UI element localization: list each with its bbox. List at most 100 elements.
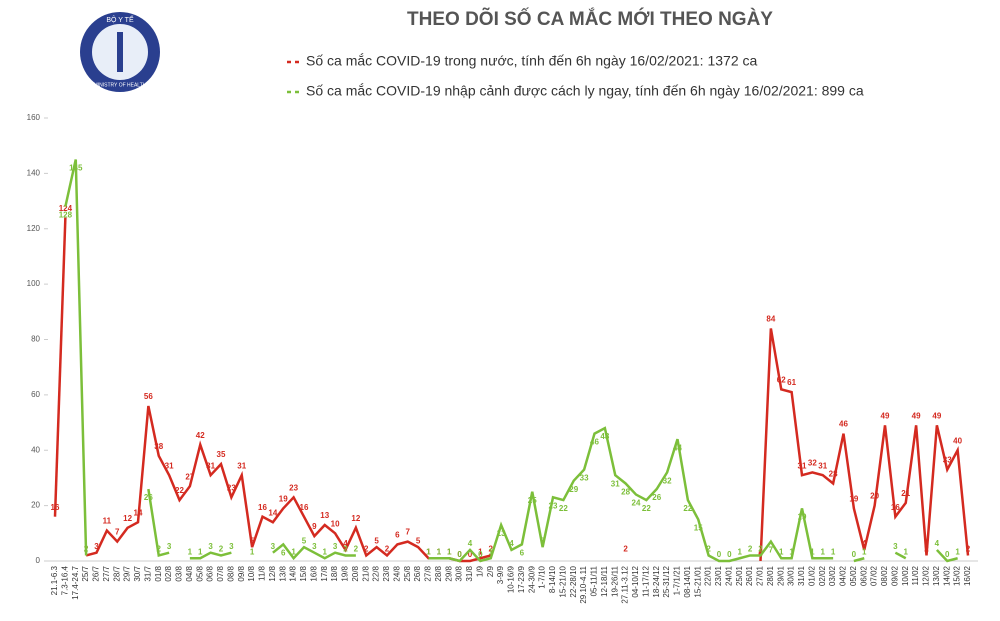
value-label: 19 <box>279 495 288 504</box>
x-tick-label: 27/8 <box>424 565 433 581</box>
value-label: 27 <box>185 472 194 481</box>
x-tick-label: 12/02 <box>922 565 931 586</box>
value-label: 0 <box>727 550 732 559</box>
value-label: 22 <box>683 504 692 513</box>
x-tick-label: 26/7 <box>92 565 101 581</box>
value-label: 23 <box>227 483 236 492</box>
x-tick-label: 31/8 <box>465 565 474 581</box>
x-tick-label: 04/02 <box>839 565 848 586</box>
value-label: 49 <box>932 411 941 420</box>
x-tick-label: 30/01 <box>787 565 796 586</box>
value-label: 16 <box>300 503 309 512</box>
x-tick-label: 09/02 <box>890 565 899 586</box>
value-label: 9 <box>312 522 317 531</box>
x-tick-label: 26/01 <box>745 565 754 586</box>
value-label: 1 <box>426 547 431 556</box>
value-label: 0 <box>468 550 473 559</box>
value-label: 33 <box>580 474 589 483</box>
x-tick-label: 2/9 <box>486 565 495 577</box>
x-tick-label: 01/02 <box>807 565 816 586</box>
value-label: 26 <box>144 493 153 502</box>
logo-top: BỘ Y TẾ <box>106 14 134 24</box>
x-tick-label: 15-21/10 <box>558 565 567 597</box>
value-label: 62 <box>777 375 786 384</box>
y-tick-label: 140 <box>27 168 41 177</box>
x-tick-label: 05/02 <box>849 565 858 586</box>
value-label: 31 <box>798 461 807 470</box>
value-label: 4 <box>935 539 940 548</box>
value-label: 1 <box>437 547 442 556</box>
value-label: 1 <box>426 547 431 556</box>
value-label: 19 <box>849 495 858 504</box>
x-tick-label: 10/8 <box>247 565 256 581</box>
value-label: 38 <box>154 442 163 451</box>
x-tick-label: 25/7 <box>81 565 90 581</box>
x-tick-label: 22/8 <box>372 565 381 581</box>
x-tick-label: 07/8 <box>216 565 225 581</box>
x-tick-label: 16/02 <box>963 565 972 586</box>
x-tick-label: 03/8 <box>175 565 184 581</box>
x-tick-label: 08/02 <box>880 565 889 586</box>
value-label: 25 <box>528 496 537 505</box>
value-label: 1 <box>291 547 296 556</box>
x-tick-label: 24/8 <box>392 565 401 581</box>
value-label: 1 <box>447 547 452 556</box>
x-tick-label: 23/8 <box>382 565 391 581</box>
chart-title: THEO DÕI SỐ CA MẮC MỚI THEO NGÀY <box>407 8 773 30</box>
x-tick-label: 13/8 <box>278 565 287 581</box>
value-label: 1 <box>789 547 794 556</box>
series-line <box>64 159 88 556</box>
series-line <box>85 405 492 563</box>
value-label: 2 <box>354 545 359 554</box>
value-label: 16 <box>891 503 900 512</box>
x-tick-label: 20/8 <box>351 565 360 581</box>
x-tick-label: 19-26/11 <box>610 565 619 597</box>
value-label: 31 <box>237 461 246 470</box>
value-label: 4 <box>862 539 867 548</box>
value-label: 31 <box>818 461 827 470</box>
logo-staff <box>117 32 123 72</box>
value-label: 22 <box>642 504 651 513</box>
value-label: 4 <box>509 539 514 548</box>
legend-label: Số ca mắc COVID-19 nhập cảnh được cách l… <box>306 83 864 99</box>
x-tick-label: 22/01 <box>704 565 713 586</box>
value-label: 2 <box>343 545 348 554</box>
value-label: 0 <box>457 550 462 559</box>
series-line <box>894 551 907 560</box>
x-tick-label: 19/8 <box>341 565 350 581</box>
x-tick-label: 05/8 <box>195 565 204 581</box>
x-tick-label: 25/8 <box>403 565 412 581</box>
value-label: 1 <box>478 547 483 556</box>
value-label: 14 <box>134 508 143 517</box>
value-label: 20 <box>870 492 879 501</box>
x-tick-label: 01/8 <box>154 565 163 581</box>
x-tick-label: 14/8 <box>289 565 298 581</box>
x-tick-label: 29/8 <box>444 565 453 581</box>
value-label: 31 <box>611 479 620 488</box>
series-line <box>935 549 958 563</box>
series-line <box>272 542 356 561</box>
series-line <box>853 557 865 563</box>
value-label: 22 <box>175 486 184 495</box>
x-tick-label: 17/8 <box>320 565 329 581</box>
value-label: 1 <box>738 547 743 556</box>
value-label: 124 <box>59 204 73 213</box>
value-label: 49 <box>912 411 921 420</box>
x-tick-label: 29/7 <box>123 565 132 581</box>
x-tick-label: 27.11-3.12 <box>621 565 630 603</box>
value-label: 1 <box>250 547 255 556</box>
x-tick-label: 8-14/10 <box>548 565 557 593</box>
value-label: 1 <box>779 547 784 556</box>
value-label: 31 <box>165 461 174 470</box>
value-label: 3 <box>167 542 172 551</box>
x-tick-label: 27/01 <box>756 565 765 586</box>
value-label: 2 <box>966 545 971 554</box>
x-tick-label: 18-24/12 <box>652 565 661 597</box>
value-label: 22 <box>559 504 568 513</box>
value-label: 14 <box>268 508 277 517</box>
x-tick-label: 10-16/9 <box>507 565 516 593</box>
value-label: 1 <box>862 547 867 556</box>
value-label: 2 <box>748 545 753 554</box>
x-tick-label: 10/02 <box>901 565 910 586</box>
series-line <box>428 426 834 563</box>
